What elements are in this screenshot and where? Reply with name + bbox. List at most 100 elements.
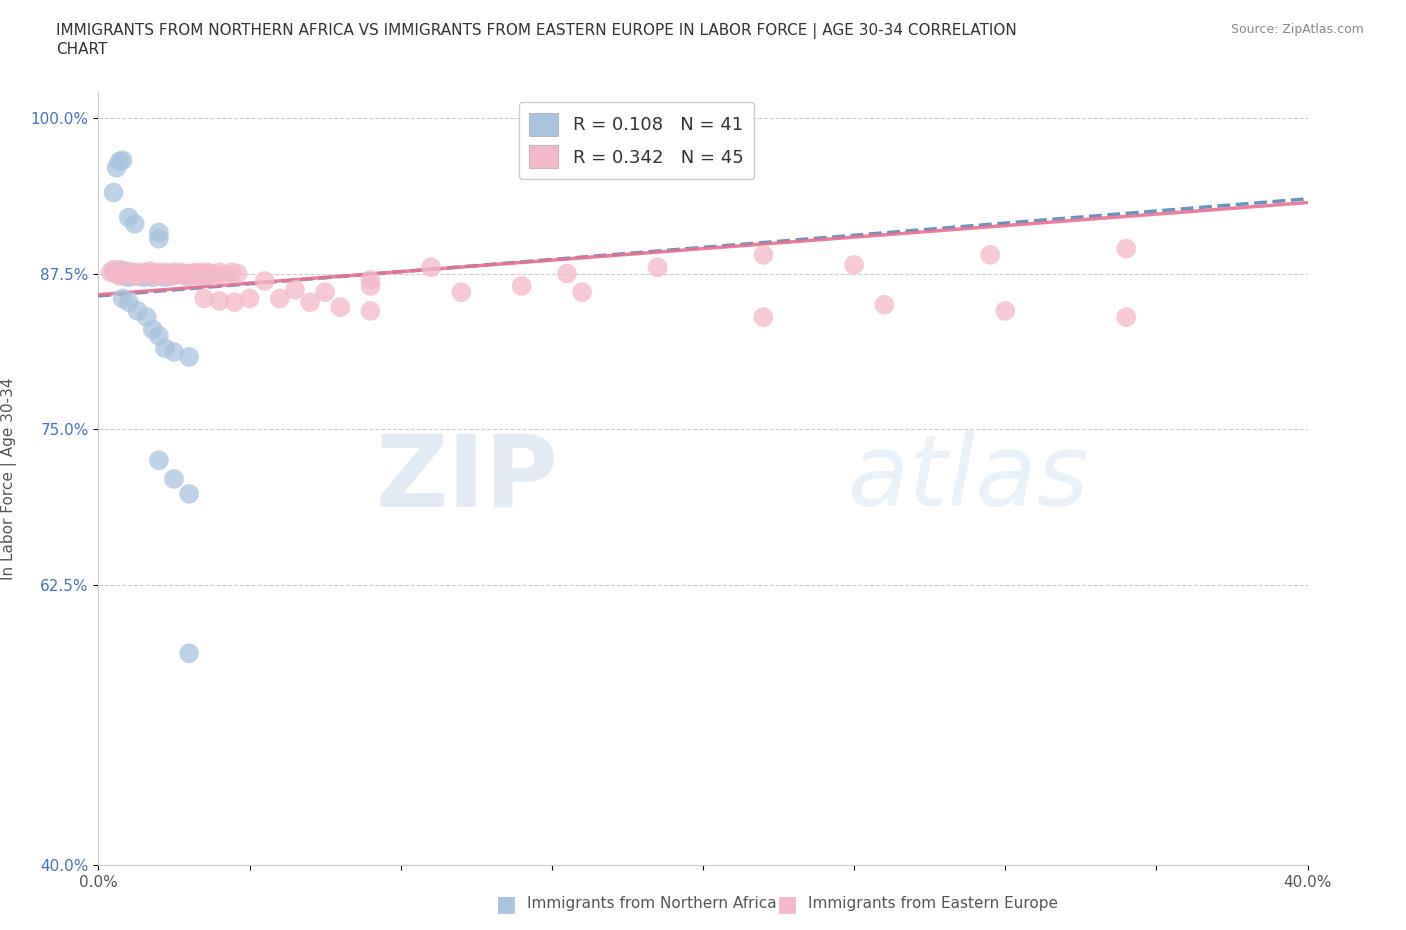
Text: ■: ■ (778, 894, 797, 914)
Point (108, 154, 131, 169)
Y-axis label: In Labor Force | Age 30-34: In Labor Force | Age 30-34 (1, 378, 17, 580)
Point (118, 210, 141, 225)
Text: atlas: atlas (848, 431, 1090, 527)
Point (190, 269, 212, 284)
Point (360, 272, 382, 287)
Point (284, 283, 307, 298)
Point (103, 185, 125, 200)
Point (142, 270, 165, 285)
Point (105, 160, 128, 175)
Point (135, 310, 157, 325)
Point (163, 344, 186, 359)
Point (118, 270, 141, 285)
Point (148, 269, 170, 284)
Point (118, 295, 141, 310)
Point (160, 269, 183, 284)
Text: IMMIGRANTS FROM NORTHERN AFRICA VS IMMIGRANTS FROM EASTERN EUROPE IN LABOR FORCE: IMMIGRANTS FROM NORTHERN AFRICA VS IMMIG… (56, 23, 1017, 39)
Point (121, 265, 143, 280)
Point (150, 267, 173, 282)
Point (114, 267, 136, 282)
Point (142, 266, 165, 281)
Point (179, 350, 201, 365)
Point (181, 267, 204, 282)
Point (179, 645, 201, 660)
Text: Immigrants from Northern Africa: Immigrants from Northern Africa (527, 897, 778, 911)
Point (166, 266, 188, 281)
Point (360, 303, 382, 318)
Text: ■: ■ (496, 894, 516, 914)
Point (1115, 310, 1137, 325)
Point (118, 265, 141, 280)
Point (253, 273, 276, 288)
Point (208, 265, 231, 280)
Point (111, 291, 134, 306)
Point (139, 263, 162, 278)
Point (179, 269, 201, 284)
Point (184, 265, 207, 280)
Point (184, 266, 207, 281)
Point (329, 299, 352, 314)
Point (510, 279, 533, 294)
Point (124, 217, 146, 232)
Point (145, 269, 167, 284)
Point (124, 267, 146, 282)
Point (195, 267, 218, 282)
Point (163, 265, 186, 280)
Point (190, 265, 212, 280)
Point (160, 269, 183, 284)
Point (752, 247, 775, 262)
Point (571, 285, 593, 299)
Point (111, 266, 134, 281)
Point (994, 303, 1017, 318)
Point (647, 259, 669, 274)
Text: Source: ZipAtlas.com: Source: ZipAtlas.com (1230, 23, 1364, 36)
Point (108, 269, 131, 284)
Point (269, 291, 291, 306)
Point (156, 266, 179, 281)
Point (127, 303, 149, 318)
Point (148, 453, 170, 468)
Point (179, 266, 201, 281)
Point (1115, 241, 1137, 256)
Point (172, 266, 194, 281)
Point (153, 265, 176, 280)
Point (148, 265, 170, 280)
Point (752, 310, 775, 325)
Point (187, 269, 209, 284)
Point (179, 486, 201, 501)
Text: CHART: CHART (56, 42, 108, 57)
Point (208, 294, 231, 309)
Point (129, 267, 152, 282)
Point (135, 269, 157, 284)
Point (100, 265, 122, 280)
Point (111, 263, 134, 278)
Point (132, 265, 155, 280)
Point (450, 285, 472, 299)
Point (299, 295, 322, 310)
Point (121, 266, 143, 281)
Point (132, 267, 155, 282)
Point (239, 291, 262, 306)
Point (132, 270, 155, 285)
Point (145, 266, 167, 281)
Point (156, 267, 179, 282)
Point (174, 269, 197, 284)
Point (224, 295, 246, 310)
Point (150, 266, 173, 281)
Point (124, 269, 146, 284)
Point (163, 472, 186, 486)
Point (127, 265, 149, 280)
Point (195, 265, 218, 280)
Point (200, 266, 222, 281)
Point (103, 265, 125, 280)
Point (314, 285, 336, 299)
Point (118, 266, 141, 281)
Point (108, 262, 131, 277)
Legend: R = 0.108   N = 41, R = 0.342   N = 45: R = 0.108 N = 41, R = 0.342 N = 45 (519, 102, 754, 179)
Point (135, 266, 157, 281)
Point (153, 340, 176, 355)
Point (139, 267, 162, 282)
Point (420, 259, 443, 274)
Point (114, 269, 136, 284)
Point (108, 267, 131, 282)
